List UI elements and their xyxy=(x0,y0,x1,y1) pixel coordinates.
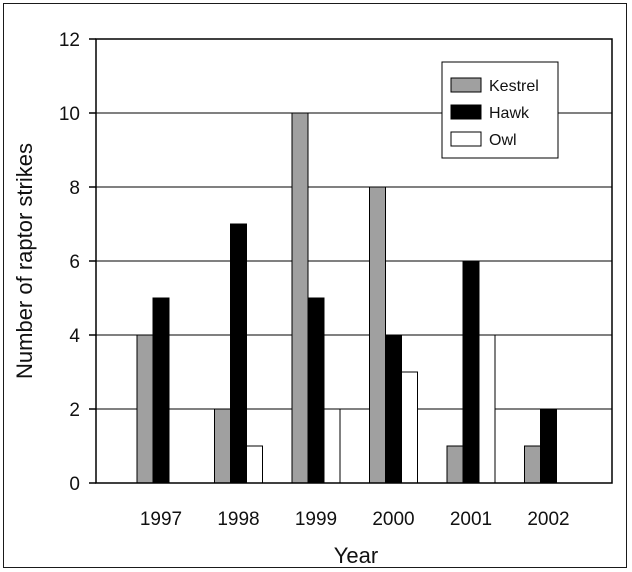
bars xyxy=(136,112,557,484)
bar-owl-1998 xyxy=(246,445,263,484)
y-tick-label: 12 xyxy=(59,30,80,51)
bar-kestrel-2000 xyxy=(369,186,386,484)
y-axis-ticks: 0 2 4 6 8 10 12 xyxy=(59,30,96,495)
legend: Kestrel Hawk Owl xyxy=(441,61,559,159)
bar-hawk-2001 xyxy=(462,260,480,484)
y-axis-title: Number of raptor strikes xyxy=(12,143,37,379)
legend-label-owl: Owl xyxy=(489,132,517,149)
x-tick-label: 1998 xyxy=(217,509,259,530)
legend-swatch-hawk xyxy=(450,104,482,120)
y-tick-label: 6 xyxy=(69,252,80,273)
bar-hawk-2002 xyxy=(540,408,557,484)
x-tick-label: 2001 xyxy=(450,509,492,530)
legend-swatch-kestrel xyxy=(450,77,482,93)
y-tick-label: 8 xyxy=(69,178,80,199)
legend-swatch-owl xyxy=(450,131,482,147)
bar-kestrel-1999 xyxy=(291,112,309,484)
x-axis-ticks: 1997 1998 1999 2000 2001 2002 xyxy=(140,509,570,530)
x-axis-title: Year xyxy=(334,543,378,568)
y-tick-label: 2 xyxy=(69,400,80,421)
bar-hawk-1997 xyxy=(152,297,170,484)
bar-kestrel-2001 xyxy=(446,445,464,484)
bar-owl-1999 xyxy=(323,408,341,484)
y-tick-label: 4 xyxy=(69,326,80,347)
legend-label-kestrel: Kestrel xyxy=(489,78,539,95)
bar-hawk-1998 xyxy=(230,223,247,484)
y-tick-label: 0 xyxy=(69,474,80,495)
bar-owl-2001 xyxy=(478,334,496,484)
bar-hawk-1999 xyxy=(307,297,325,484)
x-tick-label: 2000 xyxy=(372,509,414,530)
legend-label-hawk: Hawk xyxy=(489,105,530,122)
bar-hawk-2000 xyxy=(385,334,402,484)
bar-kestrel-2002 xyxy=(524,445,541,484)
x-tick-label: 1999 xyxy=(295,509,337,530)
x-tick-label: 2002 xyxy=(527,509,569,530)
x-tick-label: 1997 xyxy=(140,509,182,530)
bar-kestrel-1997 xyxy=(136,334,154,484)
bar-owl-2000 xyxy=(401,371,418,484)
bar-kestrel-1998 xyxy=(214,408,231,484)
y-tick-label: 10 xyxy=(59,104,80,125)
